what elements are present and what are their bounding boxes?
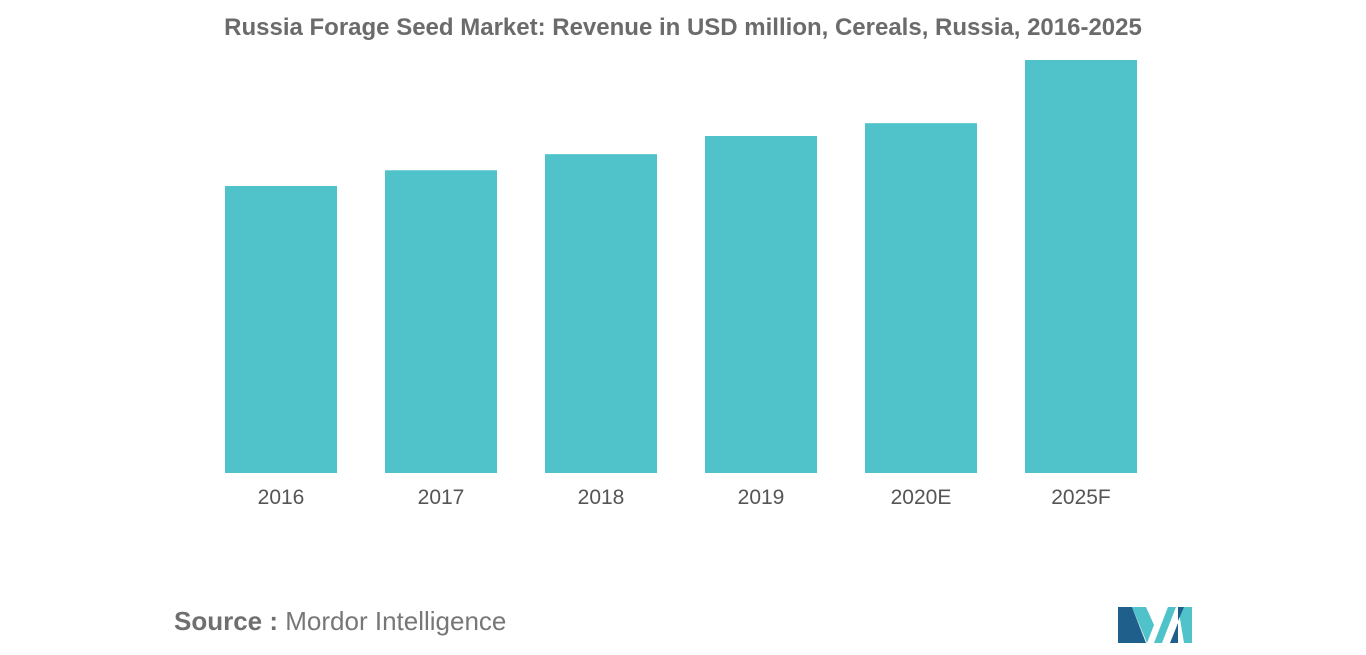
x-tick-label: 2025F <box>1051 486 1111 509</box>
bars-group <box>225 60 1137 474</box>
bar-2018 <box>545 154 657 473</box>
bar-2020e <box>865 123 977 474</box>
mordor-intelligence-logo-icon <box>1118 607 1192 643</box>
x-axis-tick-labels: 2016 2017 2018 2019 2020E 2025F <box>258 486 1111 509</box>
source-text: Mordor Intelligence <box>285 606 507 636</box>
x-tick-label: 2018 <box>578 486 625 509</box>
bar-2019 <box>705 135 817 473</box>
bar-2016 <box>225 185 337 473</box>
source-note: Source : Mordor Intelligence <box>174 606 506 637</box>
bar-2017 <box>385 170 497 473</box>
chart-title: Russia Forage Seed Market: Revenue in US… <box>224 14 1142 41</box>
x-tick-label: 2019 <box>738 486 785 509</box>
source-label: Source : <box>174 606 279 636</box>
x-tick-label: 2020E <box>891 486 952 509</box>
bar-2025f <box>1025 60 1137 473</box>
x-tick-label: 2016 <box>258 486 305 509</box>
x-tick-label: 2017 <box>418 486 465 509</box>
